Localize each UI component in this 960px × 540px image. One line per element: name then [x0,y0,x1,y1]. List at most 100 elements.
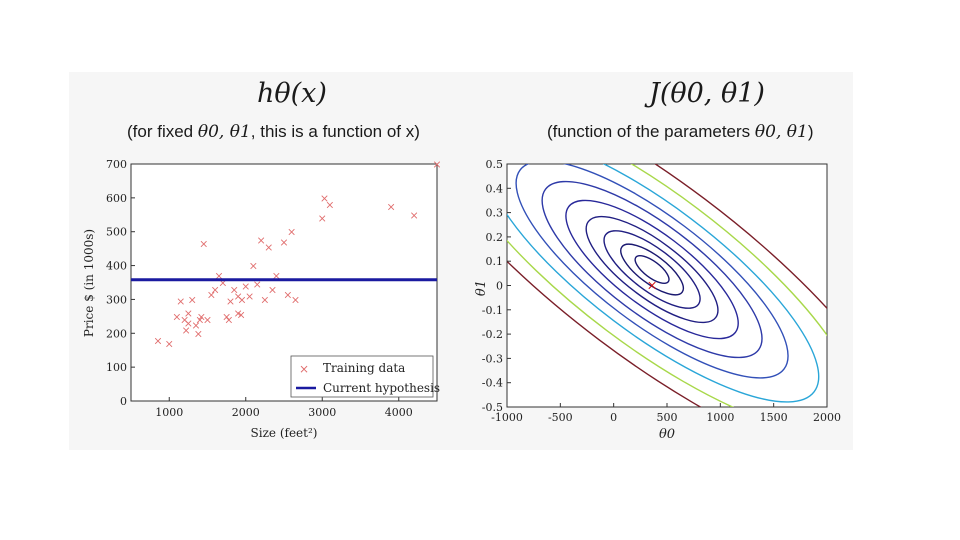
contour-line [507,164,827,407]
training-data-point: × [287,226,296,239]
contour-line [507,164,820,403]
x-tick-label: 4000 [385,406,413,419]
right-subtitle-math: θ0, θ1 [754,122,808,142]
theta1-tick-label: 0.3 [486,207,504,220]
x-tick-label: 1000 [155,406,183,419]
training-data-point: × [432,158,441,171]
training-data-point: × [253,278,262,291]
y-tick-label: 500 [106,226,127,239]
theta1-axis-label: θ1 [474,280,489,296]
contour-line [507,164,827,407]
training-data-point: × [291,293,300,306]
training-data-point: × [264,241,273,254]
y-tick-label: 200 [106,327,127,340]
contour-line [541,180,763,359]
y-tick-label: 100 [106,361,127,374]
x-tick-label: 3000 [308,406,336,419]
right-subtitle-pre: (function of the parameters [547,122,755,141]
training-data-point: × [320,192,329,205]
legend-box [290,355,434,398]
scatter-chart: 1000 2000 3000 4000 0 100 200 300 400 500 600 700 ×… [82,158,442,440]
training-data-point: × [172,310,181,323]
training-data-point: × [195,314,204,327]
contour-line [634,255,670,284]
theta0-tick-label: 2000 [813,411,841,424]
training-data-point: × [237,309,246,322]
contour-line [565,199,739,340]
y-tick-label: 700 [106,158,127,171]
legend-hypothesis-label: Current hypothesis [323,381,440,395]
training-data-point: × [226,295,235,308]
training-data-point: × [181,324,190,337]
training-data-point: × [184,317,193,330]
training-data-point: × [203,314,212,327]
training-data-point: × [188,293,197,306]
right-subtitle-post: ) [807,122,814,141]
training-data-point: × [194,327,203,340]
minimum-marker: × [647,279,658,294]
training-data-point: × [318,212,327,225]
legend-training-label: Training data [323,361,405,375]
training-data-point: × [245,290,254,303]
theta1-tick-label: -0.3 [482,352,503,365]
training-data-point: × [233,307,242,320]
training-data-point: × [184,307,193,320]
theta1-tick-label: -0.5 [482,401,503,414]
left-subtitle-post: , this is a function of x) [250,122,420,141]
training-data-point: × [191,319,200,332]
theta1-tick-label: -0.1 [482,304,503,317]
right-title: J(θ0, θ1) [649,78,765,109]
left-subtitle-pre: (for fixed [127,122,198,141]
theta1-tick-label: 0.4 [486,182,504,195]
training-data-point: × [224,314,233,327]
training-data-point: × [197,310,206,323]
theta0-axis-label: θ0 [659,427,675,442]
training-data-point: × [272,270,281,283]
training-data-point: × [218,277,227,290]
right-subtitle: (function of the parameters θ0, θ1) [547,122,813,142]
training-data-point: × [211,283,220,296]
training-data-point: × [230,283,239,296]
y-axis-label: Price $ (in 1000s) [82,229,96,337]
left-subtitle: (for fixed θ0, θ1, this is a function of… [127,122,420,142]
training-data-point: × [249,260,258,273]
y-tick-label: 300 [106,293,127,306]
slide-content: hθ(x) (for fixed θ0, θ1, this is a funct… [69,72,853,450]
theta1-tick-label: 0.1 [486,255,504,268]
training-data-point: × [222,310,231,323]
legend-training-marker: × [299,362,309,376]
theta0-tick-label: 500 [657,411,678,424]
training-data-point: × [176,295,185,308]
contour-chart: -1000 -500 0 500 1000 1500 2000 0.5 0.4 0.3 0.2 0.1… [474,158,841,442]
contour-line [603,230,701,309]
training-data-point: × [386,200,395,213]
training-data-point: × [233,290,242,303]
training-data-point: × [283,288,292,301]
training-data-point: × [268,283,277,296]
left-subtitle-math: θ0, θ1 [197,122,251,142]
training-data-point: × [214,270,223,283]
y-tick-label: 400 [106,260,127,273]
training-data-point: × [199,238,208,251]
theta0-tick-label: -1000 [491,411,523,424]
training-data-point: × [237,293,246,306]
training-data-point: × [180,314,189,327]
training-data-point: × [279,236,288,249]
x-axis-label: Size (feet²) [251,426,318,440]
training-data-point: × [207,288,216,301]
training-data-point: × [165,337,174,350]
x-tick-label: 2000 [232,406,260,419]
theta1-tick-label: -0.4 [482,377,503,390]
training-data-point: × [241,280,250,293]
y-tick-label: 0 [120,395,127,408]
training-data-point: × [153,335,162,348]
contour-line [515,164,789,379]
legend: × Training data Current hypothesis [290,355,440,398]
theta0-tick-label: 1000 [706,411,734,424]
theta1-tick-label: 0.5 [486,158,504,171]
theta1-tick-label: -0.2 [482,328,503,341]
y-tick-label: 600 [106,192,127,205]
theta1-tick-label: 0.2 [486,231,504,244]
theta0-tick-label: -500 [548,411,573,424]
theta0-tick-label: 0 [610,411,617,424]
